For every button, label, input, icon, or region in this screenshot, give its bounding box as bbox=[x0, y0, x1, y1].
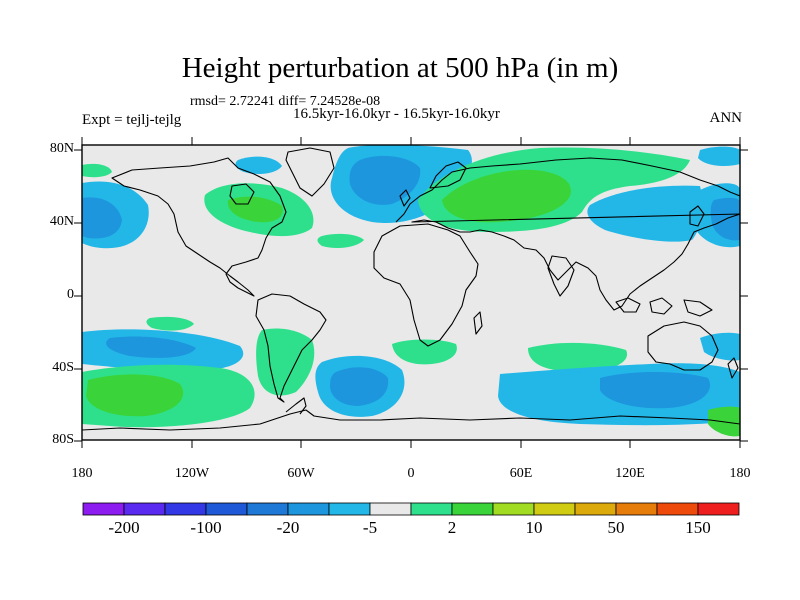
anomaly-positive-arctic-west bbox=[82, 163, 112, 178]
coast-maritime-continent bbox=[615, 297, 713, 317]
map-panel bbox=[82, 145, 740, 440]
colorbar-box bbox=[287, 502, 330, 516]
lat-label-equator: 0 bbox=[67, 287, 74, 302]
anomaly-positive-south-pacific-core bbox=[86, 374, 184, 417]
anomaly-negative-npac-west-core bbox=[82, 197, 122, 239]
lat-label-40n: 40N bbox=[49, 214, 74, 229]
lon-label-180-east: 180 bbox=[729, 466, 751, 481]
anomaly-positive-south-america bbox=[256, 328, 315, 396]
coast-india bbox=[547, 255, 575, 297]
colorbar-box bbox=[492, 502, 535, 516]
lat-label-80n: 80N bbox=[49, 141, 74, 156]
colorbar-box bbox=[533, 502, 576, 516]
lon-label-60w: 60W bbox=[287, 466, 315, 481]
anomaly-positive-indian bbox=[528, 342, 628, 372]
colorbar-label: -200 bbox=[108, 518, 140, 537]
anomaly-positive-atlantic-spot bbox=[317, 233, 364, 248]
lon-label-120e: 120E bbox=[615, 466, 645, 481]
coast-antarctica bbox=[82, 409, 740, 431]
coastlines bbox=[82, 147, 740, 431]
experiment-label: Expt = tejlj-tejlg bbox=[82, 112, 182, 128]
lon-label-0: 0 bbox=[407, 466, 415, 481]
colorbar-box bbox=[574, 502, 617, 516]
colorbar-label: -5 bbox=[362, 518, 378, 537]
anomaly-negative-asia bbox=[587, 185, 703, 242]
coast-japan bbox=[689, 205, 705, 227]
coast-eurasia bbox=[395, 157, 740, 311]
colorbar-label: -100 bbox=[190, 518, 222, 537]
anomaly-negative-indian-core bbox=[600, 372, 711, 409]
anomaly-positive-south-africa bbox=[392, 339, 457, 365]
anomaly-negative-south-atlantic-core bbox=[330, 367, 389, 406]
coast-north-america bbox=[111, 157, 287, 297]
lat-label-80s: 80S bbox=[52, 432, 74, 447]
colorbar-label: 50 bbox=[607, 518, 625, 537]
colorbar-box bbox=[328, 502, 371, 516]
anomaly-positive-spac-spot bbox=[146, 316, 194, 331]
coast-south-america bbox=[255, 293, 327, 403]
colorbar-label: 150 bbox=[685, 518, 711, 537]
coast-australia bbox=[647, 321, 719, 371]
coast-scandinavia bbox=[429, 161, 467, 189]
anomaly-negative-arctic-east bbox=[698, 146, 740, 166]
coast-hudson-bay bbox=[229, 183, 255, 205]
anomaly-positive-eurasia-core bbox=[442, 169, 571, 223]
colorbar-box bbox=[615, 502, 658, 516]
colorbar-box bbox=[369, 502, 412, 516]
colorbar-box bbox=[246, 502, 289, 516]
coast-british-isles bbox=[399, 189, 411, 207]
lon-label-180-west: 180 bbox=[71, 466, 93, 481]
colorbar-box bbox=[656, 502, 699, 516]
coast-africa bbox=[373, 223, 479, 347]
anomaly-negative-greenland-west bbox=[235, 156, 282, 174]
period-text: 16.5kyr-16.0kyr - 16.5kyr-16.0kyr bbox=[293, 106, 500, 122]
anomaly-negative-tasman bbox=[700, 332, 740, 361]
colorbar-label: -20 bbox=[276, 518, 300, 537]
season-label: ANN bbox=[709, 110, 743, 126]
lat-label-40s: 40S bbox=[52, 360, 74, 375]
lon-label-60e: 60E bbox=[509, 466, 533, 481]
stats-text: rmsd= 2.72241 diff= 7.24528e-08 bbox=[190, 94, 381, 109]
coast-antarctic-peninsula bbox=[285, 397, 307, 415]
coast-new-zealand bbox=[727, 357, 739, 379]
anomaly-positive-north-america-core bbox=[227, 196, 283, 223]
colorbar-label: 2 bbox=[447, 518, 457, 537]
colorbar-box bbox=[451, 502, 494, 516]
coast-madagascar bbox=[473, 311, 483, 335]
colorbar-box bbox=[205, 502, 248, 516]
anomaly-contours bbox=[82, 145, 740, 437]
colorbar-box bbox=[82, 502, 125, 516]
colorbar-box bbox=[697, 502, 740, 516]
anomaly-negative-atlantic-core bbox=[349, 155, 421, 205]
colorbar-box bbox=[123, 502, 166, 516]
colorbar-box bbox=[164, 502, 207, 516]
coast-greenland bbox=[285, 147, 335, 197]
colorbar-box bbox=[410, 502, 453, 516]
colorbar bbox=[82, 502, 740, 516]
page-title: Height perturbation at 500 hPa (in m) bbox=[181, 52, 619, 84]
anomaly-negative-spac-core bbox=[106, 336, 196, 358]
lon-label-120w: 120W bbox=[174, 466, 210, 481]
colorbar-label: 10 bbox=[525, 518, 543, 537]
axis-ticks bbox=[74, 137, 748, 448]
